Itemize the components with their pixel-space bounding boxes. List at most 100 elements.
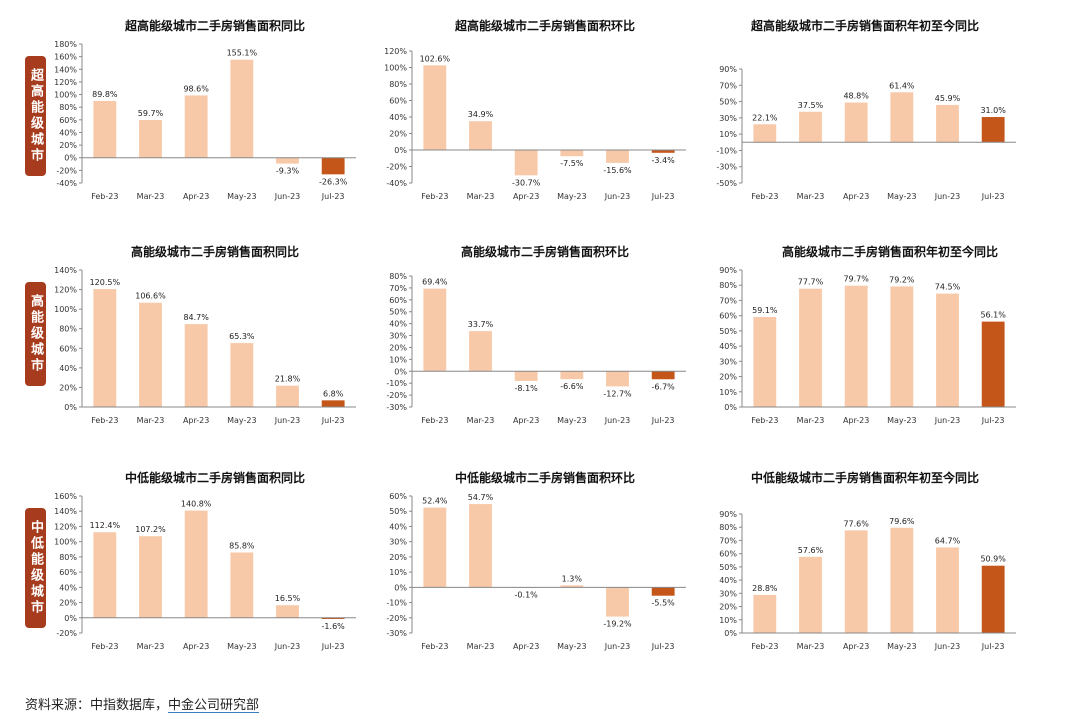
chart-title-9: 中低能级城市二手房销售面积年初至今同比	[750, 471, 979, 485]
x-tick-label: Jun-23	[274, 416, 301, 425]
chart-6: 0% 10% 20% 30% 40% 50% 60% 70% 80% 90% 59.1% Feb-23…	[719, 266, 1016, 425]
data-label: 45.9%	[935, 94, 961, 103]
data-label: 155.1%	[227, 49, 258, 58]
data-label: -19.2%	[603, 620, 632, 629]
data-label: -3.4%	[652, 156, 676, 165]
y-tick-label: 40%	[59, 583, 77, 592]
data-label: 52.4%	[422, 497, 448, 506]
y-tick-label: 10%	[719, 130, 737, 139]
data-label: -5.5%	[652, 599, 676, 608]
data-label: 140.8%	[181, 500, 212, 509]
y-tick-label: 0%	[64, 614, 77, 623]
bar	[514, 150, 538, 176]
y-tick-label: 120%	[54, 286, 77, 295]
data-label: -26.3%	[319, 177, 348, 186]
data-label: 79.7%	[843, 275, 869, 284]
source-link[interactable]: 中金公司研究部	[168, 698, 260, 713]
x-tick-label: Mar-23	[467, 416, 495, 425]
x-tick-label: Feb-23	[91, 192, 118, 201]
bar	[469, 121, 492, 150]
data-label: -0.1%	[515, 590, 539, 599]
y-tick-label: 0%	[394, 367, 407, 376]
y-tick-label: 20%	[389, 130, 407, 139]
x-tick-label: Mar-23	[797, 642, 825, 651]
y-tick-label: 20%	[59, 141, 77, 150]
data-label: -30.7%	[512, 178, 541, 187]
bar	[560, 371, 584, 380]
x-tick-label: Apr-23	[843, 192, 869, 201]
y-tick-label: 10%	[389, 355, 407, 364]
data-label: 31.0%	[980, 106, 1006, 115]
y-tick-label: 160%	[54, 492, 77, 501]
y-tick-label: 10%	[719, 388, 737, 397]
data-label: 21.8%	[275, 375, 301, 384]
source-note: 资料来源：中指数据库，中金公司研究部	[25, 694, 259, 713]
x-tick-label: Apr-23	[183, 192, 209, 201]
x-tick-label: Apr-23	[843, 642, 869, 651]
bar	[753, 124, 777, 143]
data-label: -9.3%	[276, 167, 300, 176]
y-tick-label: 50%	[719, 327, 737, 336]
y-tick-label: 20%	[59, 383, 77, 392]
row-label-high: 高能级城市	[25, 282, 46, 386]
y-tick-label: 40%	[389, 522, 407, 531]
y-tick-label: 40%	[719, 576, 737, 585]
data-label: 59.7%	[138, 109, 164, 118]
y-tick-label: 90%	[719, 266, 737, 275]
y-tick-label: 80%	[59, 553, 77, 562]
y-tick-label: 60%	[59, 344, 77, 353]
chart-title-7: 中低能级城市二手房销售面积同比	[124, 471, 305, 485]
y-tick-label: 140%	[54, 507, 77, 516]
bar	[514, 371, 538, 381]
y-tick-label: 70%	[389, 284, 407, 293]
data-label: 59.1%	[752, 306, 778, 315]
y-tick-label: -10%	[716, 146, 737, 155]
chart-3: -50% -30% -10% 10% 30% 50% 70% 90% 22.1% Feb-23 37…	[716, 65, 1016, 201]
data-label: 79.2%	[889, 275, 915, 284]
data-label: 54.7%	[468, 493, 494, 502]
data-label: 120.5%	[90, 278, 121, 287]
bar	[936, 293, 959, 407]
data-label: 77.7%	[798, 278, 824, 287]
data-label: -15.6%	[603, 166, 632, 175]
data-label: 33.7%	[468, 320, 494, 329]
x-tick-label: May-23	[887, 642, 916, 651]
y-tick-label: -20%	[386, 391, 407, 400]
data-label: 85.8%	[229, 541, 255, 550]
y-tick-label: 90%	[719, 510, 737, 519]
y-tick-label: 120%	[384, 47, 407, 56]
y-tick-label: 30%	[719, 114, 737, 123]
y-tick-label: 0%	[724, 403, 737, 412]
x-tick-label: Jun-23	[604, 416, 631, 425]
bar	[184, 510, 208, 618]
x-tick-label: Apr-23	[843, 416, 869, 425]
x-tick-label: May-23	[557, 416, 586, 425]
bar	[139, 120, 162, 158]
y-tick-label: -10%	[386, 379, 407, 388]
data-label: 57.6%	[798, 546, 824, 555]
bar	[844, 285, 868, 407]
x-tick-label: Apr-23	[183, 642, 209, 651]
bar	[981, 321, 1005, 407]
x-tick-label: Feb-23	[421, 642, 448, 651]
data-label: 37.5%	[798, 101, 824, 110]
x-tick-label: Mar-23	[797, 416, 825, 425]
y-tick-label: 30%	[719, 589, 737, 598]
data-label: 16.5%	[275, 594, 301, 603]
data-label: 6.8%	[323, 389, 344, 398]
chart-8: -30% -20% -10% 0% 10% 20% 30% 40% 50% 60% 52.4% Feb…	[386, 492, 686, 651]
data-label: 102.6%	[420, 54, 451, 63]
bar	[799, 288, 822, 407]
bar	[276, 157, 299, 164]
x-tick-label: Feb-23	[421, 416, 448, 425]
y-tick-label: 0%	[724, 629, 737, 638]
chart-4: 0% 20% 40% 60% 80% 100% 120% 140% 120.5% Feb-23 10…	[54, 266, 356, 425]
x-tick-label: Mar-23	[467, 192, 495, 201]
chart-title-8: 中低能级城市二手房销售面积环比	[454, 471, 635, 485]
x-tick-label: Jun-23	[274, 192, 301, 201]
x-tick-label: May-23	[227, 416, 256, 425]
x-tick-label: Mar-23	[797, 192, 825, 201]
bar	[606, 150, 629, 163]
y-tick-label: 50%	[389, 507, 407, 516]
x-tick-label: Jun-23	[934, 642, 961, 651]
